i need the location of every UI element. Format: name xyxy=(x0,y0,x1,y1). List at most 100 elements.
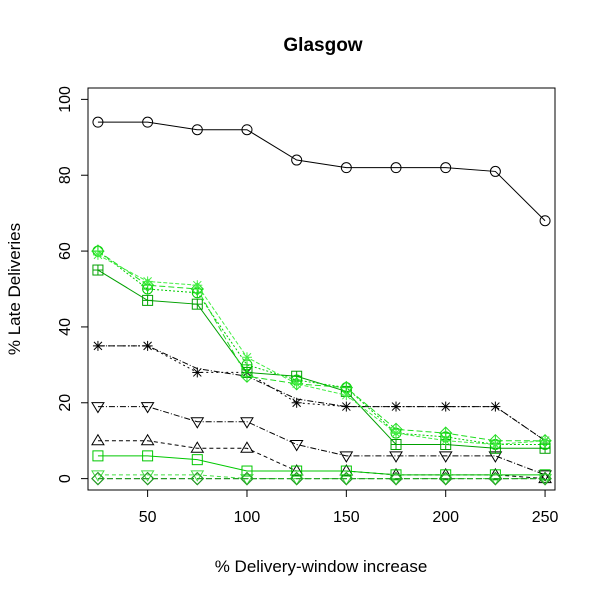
x-tick-label: 250 xyxy=(532,509,559,526)
marker-stroke xyxy=(143,277,152,286)
series-line xyxy=(97,406,546,476)
data-point xyxy=(140,433,155,446)
data-point xyxy=(390,162,402,174)
data-point xyxy=(291,465,303,477)
data-point xyxy=(438,474,453,486)
series-line xyxy=(97,455,546,476)
series-circle xyxy=(92,116,551,227)
data-point xyxy=(240,441,254,453)
series-diamond-green xyxy=(91,471,552,486)
marker-stroke xyxy=(441,402,451,411)
data-point xyxy=(438,471,453,486)
series-square-green xyxy=(92,450,551,481)
series-layer xyxy=(91,116,552,486)
data-point xyxy=(539,215,551,227)
data-point xyxy=(240,474,254,486)
data-point xyxy=(190,417,205,429)
series-line xyxy=(97,345,546,442)
data-point xyxy=(291,154,303,166)
data-point xyxy=(339,474,354,486)
x-axis: 50 100 150 200 250 xyxy=(139,489,559,526)
data-point xyxy=(140,471,155,486)
marker-stroke xyxy=(441,436,451,446)
data-point xyxy=(241,124,253,136)
data-point xyxy=(91,433,105,446)
series-line xyxy=(97,474,546,480)
data-point xyxy=(92,116,104,128)
y-tick-label: 80 xyxy=(57,166,74,184)
y-axis-label: % Late Deliveries xyxy=(5,223,24,355)
series-star xyxy=(92,340,551,446)
data-point xyxy=(389,471,403,486)
marker-stroke xyxy=(341,390,351,400)
series-line xyxy=(97,250,546,442)
data-point xyxy=(91,471,105,486)
data-point xyxy=(289,439,304,452)
data-point xyxy=(389,474,403,486)
data-point xyxy=(140,402,155,414)
series-line xyxy=(97,345,546,442)
y-tick-label: 40 xyxy=(57,318,74,336)
chart-title: Glasgow xyxy=(283,35,362,56)
series-line xyxy=(97,254,546,445)
series-star-2 xyxy=(97,345,546,442)
data-point xyxy=(488,471,503,486)
plot-frame xyxy=(87,87,556,491)
data-point xyxy=(538,471,552,484)
marker-stroke xyxy=(292,398,302,408)
data-point xyxy=(440,162,452,174)
series-line xyxy=(97,440,546,480)
data-point xyxy=(538,471,552,486)
marker-stroke xyxy=(192,368,202,377)
data-point xyxy=(289,471,304,486)
data-point xyxy=(190,441,205,453)
data-point xyxy=(241,465,253,477)
x-tick-label: 150 xyxy=(333,509,360,526)
data-point xyxy=(339,451,354,463)
series-star-green xyxy=(92,249,551,450)
marker-stroke xyxy=(292,379,302,389)
data-point xyxy=(191,454,203,466)
data-point xyxy=(240,417,254,429)
data-point xyxy=(488,474,503,486)
y-tick-label: 20 xyxy=(57,394,74,412)
data-point xyxy=(142,116,154,128)
x-axis-label: % Delivery-window increase xyxy=(215,557,428,576)
data-point xyxy=(340,465,352,477)
y-tick-label: 100 xyxy=(57,86,74,113)
data-point xyxy=(92,450,104,462)
data-point xyxy=(340,162,352,174)
data-point xyxy=(438,451,453,463)
series-line xyxy=(97,250,546,445)
marker-stroke xyxy=(93,250,103,260)
data-point xyxy=(339,471,354,486)
y-tick-label: 0 xyxy=(57,474,74,483)
x-tick-label: 200 xyxy=(432,509,459,526)
y-axis: 0 20 40 60 80 100 xyxy=(57,86,89,483)
data-point xyxy=(191,124,203,136)
y-tick-label: 60 xyxy=(57,242,74,260)
x-tick-label: 100 xyxy=(234,509,261,526)
x-tick-label: 50 xyxy=(139,509,157,526)
marker-stroke xyxy=(192,280,202,290)
series-diamond-plus xyxy=(91,244,552,448)
data-point xyxy=(142,450,154,462)
series-circle-plus xyxy=(92,245,551,450)
data-point xyxy=(190,471,205,486)
data-point xyxy=(91,402,105,414)
marker-stroke xyxy=(242,352,252,362)
series-triangle-up xyxy=(91,433,552,484)
data-point xyxy=(489,165,501,177)
series-triangle-down xyxy=(91,402,552,482)
data-point xyxy=(389,451,403,463)
series-triangle-green xyxy=(91,470,552,486)
marker-stroke xyxy=(540,436,550,446)
data-point xyxy=(240,471,254,486)
data-point xyxy=(538,474,552,486)
marker-stroke xyxy=(341,402,351,411)
data-point xyxy=(289,474,304,486)
series-line xyxy=(97,269,546,449)
marker-stroke xyxy=(491,440,500,449)
marker-stroke xyxy=(391,428,401,438)
